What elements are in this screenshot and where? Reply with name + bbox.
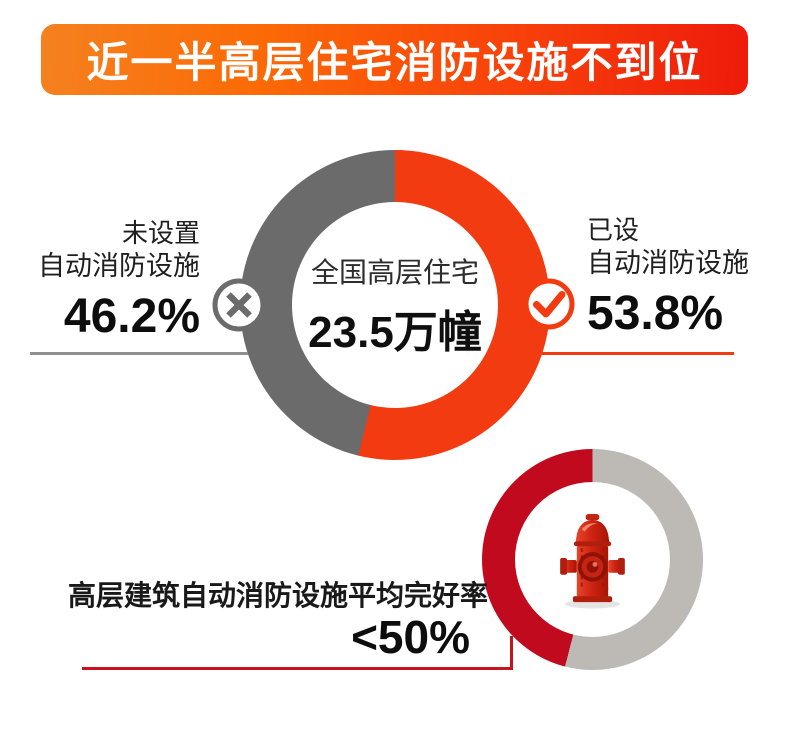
right-label-value: 53.8% bbox=[587, 287, 724, 340]
left-label-line1: 未设置 bbox=[121, 218, 200, 248]
right-segment-label: 已设 自动消防设施 53.8% bbox=[587, 214, 791, 340]
left-underline bbox=[30, 352, 248, 355]
main-donut-hole bbox=[292, 202, 498, 408]
bottom-label-value: <50% bbox=[351, 611, 470, 663]
callout-line-horizontal bbox=[82, 667, 513, 670]
fire-hydrant-icon bbox=[557, 511, 628, 609]
main-donut-chart bbox=[240, 150, 550, 460]
x-icon bbox=[212, 278, 266, 332]
right-underline bbox=[542, 352, 734, 355]
title-banner: 近一半高层住宅消防设施不到位 bbox=[41, 24, 748, 95]
left-label-line2: 自动消防设施 bbox=[38, 251, 200, 281]
callout-line-vertical bbox=[510, 636, 513, 670]
left-segment-label: 未设置 自动消防设施 46.2% bbox=[0, 217, 200, 343]
left-label-value: 46.2% bbox=[63, 290, 200, 343]
main-donut-center-label: 全国高层住宅 23.5万幢 bbox=[240, 150, 550, 460]
bottom-label-text: 高层建筑自动消防设施平均完好率 bbox=[67, 580, 488, 611]
right-label-line2: 自动消防设施 bbox=[587, 248, 749, 278]
right-label-line1: 已设 bbox=[587, 215, 640, 245]
bottom-chart-label: 高层建筑自动消防设施平均完好率 <50% bbox=[68, 579, 488, 662]
page-title: 近一半高层住宅消防设施不到位 bbox=[86, 39, 703, 86]
check-icon bbox=[523, 278, 575, 330]
center-label-value: 23.5万幢 bbox=[308, 307, 482, 357]
center-label-line1: 全国高层住宅 bbox=[310, 256, 479, 288]
